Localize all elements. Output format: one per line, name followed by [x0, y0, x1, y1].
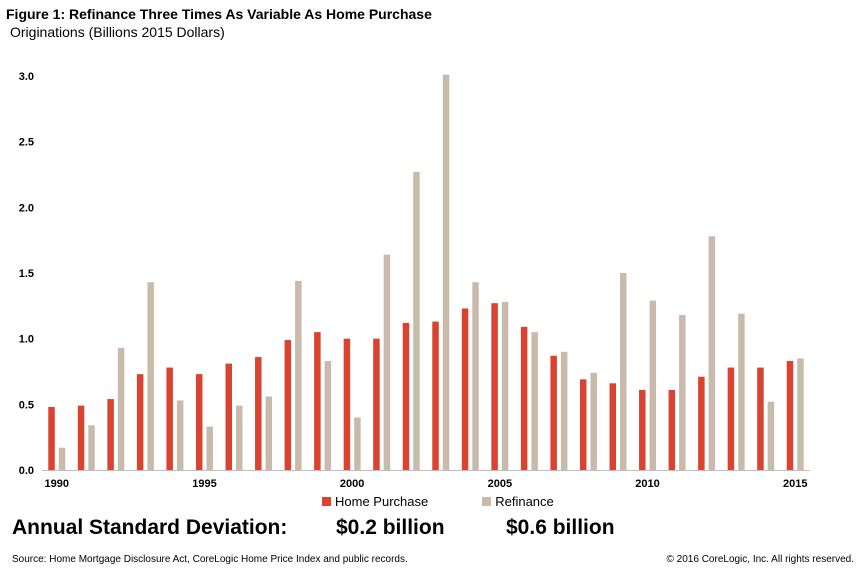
bar-refinance-2012 — [708, 236, 716, 470]
bar-refinance-1996 — [236, 405, 243, 470]
bar-refinance-1993 — [147, 282, 154, 470]
y-tick-label: 1.5 — [19, 268, 34, 280]
legend-item-home-purchase: Home Purchase — [322, 494, 428, 509]
chart-legend: Home Purchase Refinance — [322, 494, 554, 509]
bar-home-purchase-2010 — [639, 389, 646, 470]
legend-label-home-purchase: Home Purchase — [335, 494, 429, 509]
bar-home-purchase-2000 — [343, 338, 351, 470]
bar-refinance-1992 — [117, 347, 125, 470]
bar-home-purchase-2002 — [402, 322, 410, 470]
bar-refinance-2013 — [738, 313, 745, 470]
y-tick-label: 1.0 — [19, 334, 34, 346]
y-tick-label: 2.5 — [19, 137, 34, 149]
bar-refinance-2003 — [442, 74, 450, 470]
bar-home-purchase-1992 — [107, 399, 114, 470]
x-tick-label: 1990 — [45, 478, 69, 490]
bar-refinance-2001 — [383, 254, 391, 470]
bar-home-purchase-2003 — [432, 321, 439, 470]
y-tick-label: 0.5 — [19, 399, 34, 411]
bar-home-purchase-1994 — [166, 367, 173, 470]
bar-refinance-2002 — [413, 171, 420, 470]
legend-label-refinance: Refinance — [495, 494, 554, 509]
bar-home-purchase-1998 — [284, 339, 292, 470]
bar-refinance-2010 — [649, 300, 657, 470]
bar-refinance-1997 — [265, 396, 273, 470]
chart-subtitle: Originations (Billions 2015 Dollars) — [10, 24, 225, 40]
bar-refinance-2006 — [531, 332, 538, 470]
bar-refinance-1999 — [324, 360, 332, 470]
x-tick-label: 2005 — [488, 478, 512, 490]
bar-home-purchase-2004 — [461, 308, 469, 470]
bar-refinance-2007 — [560, 351, 568, 470]
stddev-refinance-value: $0.6 billion — [506, 516, 615, 539]
bar-refinance-1991 — [88, 425, 95, 470]
stddev-label: Annual Standard Deviation: — [12, 516, 288, 539]
bar-home-purchase-1999 — [314, 332, 321, 470]
legend-swatch-refinance — [482, 497, 492, 506]
copyright-note: © 2016 CoreLogic, Inc. All rights reserv… — [666, 554, 854, 565]
stddev-home-purchase-value: $0.2 billion — [336, 516, 445, 539]
bar-home-purchase-1990 — [48, 406, 55, 470]
x-tick-label: 2010 — [635, 478, 659, 490]
bar-refinance-2011 — [679, 315, 686, 470]
bar-home-purchase-2006 — [520, 326, 528, 470]
chart-title: Figure 1: Refinance Three Times As Varia… — [6, 6, 432, 22]
bar-home-purchase-1991 — [77, 405, 85, 470]
bar-refinance-2008 — [590, 372, 597, 470]
bar-refinance-1990 — [58, 447, 66, 470]
bar-home-purchase-2001 — [373, 338, 380, 470]
x-tick-label: 1995 — [192, 478, 216, 490]
legend-item-refinance: Refinance — [482, 494, 554, 509]
bar-home-purchase-2011 — [668, 389, 676, 470]
source-note: Source: Home Mortgage Disclosure Act, Co… — [12, 554, 408, 565]
bar-refinance-1994 — [176, 400, 184, 470]
bar-home-purchase-2014 — [757, 367, 764, 470]
legend-swatch-home-purchase — [322, 497, 331, 506]
bar-refinance-2014 — [767, 401, 775, 470]
bar-refinance-2009 — [620, 273, 627, 470]
x-tick-label: 2000 — [340, 478, 364, 490]
bar-refinance-2004 — [472, 282, 479, 470]
y-tick-label: 0.0 — [19, 465, 34, 477]
bar-home-purchase-1995 — [195, 374, 203, 470]
bar-home-purchase-2008 — [579, 379, 587, 470]
bar-refinance-1998 — [295, 280, 302, 470]
bar-home-purchase-1993 — [136, 374, 144, 470]
bar-refinance-1995 — [206, 426, 213, 470]
bar-home-purchase-2005 — [491, 303, 498, 470]
y-tick-label: 2.0 — [19, 202, 34, 214]
bar-home-purchase-2013 — [727, 367, 735, 470]
bar-home-purchase-2007 — [550, 355, 557, 470]
x-tick-label: 2015 — [783, 478, 807, 490]
bar-home-purchase-1996 — [225, 363, 232, 470]
y-tick-label: 3.0 — [19, 71, 34, 83]
bar-home-purchase-2012 — [698, 376, 705, 470]
bar-refinance-2015 — [797, 358, 804, 470]
bar-home-purchase-1997 — [255, 357, 262, 470]
bar-refinance-2005 — [501, 301, 509, 470]
bar-home-purchase-2009 — [609, 383, 616, 470]
bar-refinance-2000 — [354, 417, 361, 470]
bar-home-purchase-2015 — [786, 360, 794, 470]
